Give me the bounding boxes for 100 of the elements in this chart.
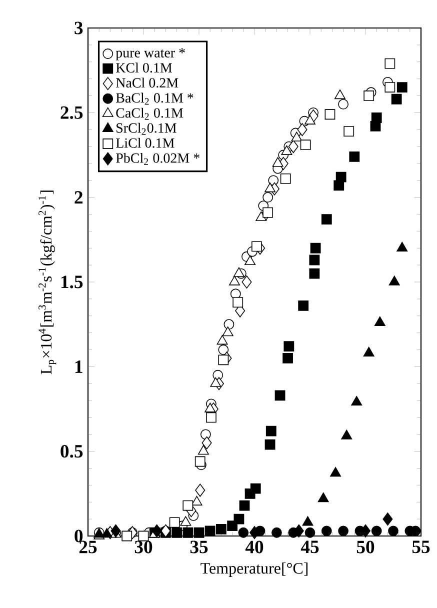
legend-label: LiCl 0.1M	[116, 138, 174, 148]
point	[388, 526, 398, 536]
point	[202, 436, 212, 450]
point	[216, 524, 226, 534]
point	[182, 500, 194, 511]
point	[229, 276, 240, 286]
point	[304, 114, 316, 124]
x-tick-label: 25	[79, 540, 97, 554]
point	[336, 172, 346, 182]
point	[344, 126, 354, 136]
point	[302, 516, 314, 526]
point	[180, 516, 192, 526]
point	[363, 346, 374, 356]
point	[266, 426, 276, 436]
point	[310, 242, 321, 254]
point	[349, 151, 360, 162]
point	[341, 430, 352, 440]
y-tick-label: 0.5	[60, 444, 83, 458]
point	[264, 182, 276, 192]
legend-label: SrCl$_{2}$0.1M	[116, 122, 176, 135]
point	[272, 527, 282, 538]
x-tick-label: 55	[412, 540, 430, 554]
point	[281, 145, 292, 155]
x-tick-label: 30	[134, 540, 152, 554]
point	[232, 297, 244, 308]
point	[194, 456, 206, 467]
point	[338, 526, 348, 536]
point	[324, 109, 336, 120]
point	[194, 527, 204, 538]
y-tick-label: 0	[74, 530, 83, 542]
point	[371, 526, 382, 536]
point	[274, 390, 286, 401]
point	[250, 526, 260, 540]
point	[384, 82, 396, 92]
point	[309, 254, 320, 266]
point	[334, 89, 346, 100]
point	[101, 528, 112, 538]
point	[138, 530, 149, 542]
legend-label: PbCl$_{2}$ 0.02M *	[116, 152, 200, 165]
point	[291, 132, 302, 142]
point	[250, 483, 261, 494]
point	[297, 123, 308, 136]
point	[110, 524, 121, 538]
y-tick-label: 3	[74, 22, 83, 34]
x-tick-label: 40	[245, 540, 264, 554]
point	[309, 268, 320, 279]
point	[388, 276, 400, 286]
point	[182, 527, 194, 538]
y-tick-label: 1	[75, 360, 82, 373]
point	[294, 524, 304, 538]
point	[244, 255, 256, 266]
point	[204, 402, 216, 412]
point	[222, 326, 234, 336]
point	[364, 90, 374, 101]
point	[382, 512, 393, 526]
point	[288, 140, 298, 154]
point	[284, 341, 294, 352]
point	[374, 316, 386, 326]
point	[152, 524, 162, 538]
point	[198, 445, 209, 455]
point	[206, 412, 216, 423]
text: L$_{p}$×10$^{4}$[m$^{3}$m$^{-2}$s$^{-1}$(kgf/cm$^{2}$)$^{-1}$]	[38, 190, 56, 374]
point	[391, 94, 402, 104]
x-axis-title: Temperature[°C]	[200, 562, 308, 577]
point	[396, 242, 408, 252]
point	[216, 335, 228, 345]
point	[300, 140, 311, 150]
point	[384, 58, 396, 69]
point	[195, 484, 206, 497]
point	[242, 275, 252, 289]
point	[264, 439, 276, 450]
point	[321, 526, 332, 536]
legend-label: CaCl$_{2}$ 0.1M	[116, 108, 183, 120]
x-tick-label: 35	[190, 540, 208, 554]
point	[210, 377, 222, 387]
legend-label: BaCl$_{2}$ 0.1M *	[116, 92, 194, 105]
point	[396, 82, 408, 92]
point	[330, 467, 342, 477]
point	[238, 527, 249, 538]
legend-label: pure water *	[116, 48, 185, 60]
y-tick-label: 2.5	[60, 106, 83, 119]
point	[233, 267, 244, 277]
legend-label: KCl 0.1M	[116, 62, 172, 73]
point	[272, 157, 284, 167]
point	[262, 207, 274, 218]
point	[304, 527, 316, 538]
point	[239, 500, 250, 511]
point	[204, 526, 216, 536]
point	[218, 354, 229, 366]
x-tick-label: 45	[300, 540, 319, 554]
point	[122, 530, 132, 542]
point	[371, 112, 382, 123]
y-tick-label: 1.5	[61, 276, 83, 288]
point	[282, 353, 293, 364]
point	[169, 517, 180, 528]
point	[298, 300, 309, 311]
y-tick-label: 2	[74, 191, 82, 204]
point	[234, 514, 244, 524]
point	[172, 527, 182, 538]
x-tick-label: 50	[356, 540, 374, 554]
